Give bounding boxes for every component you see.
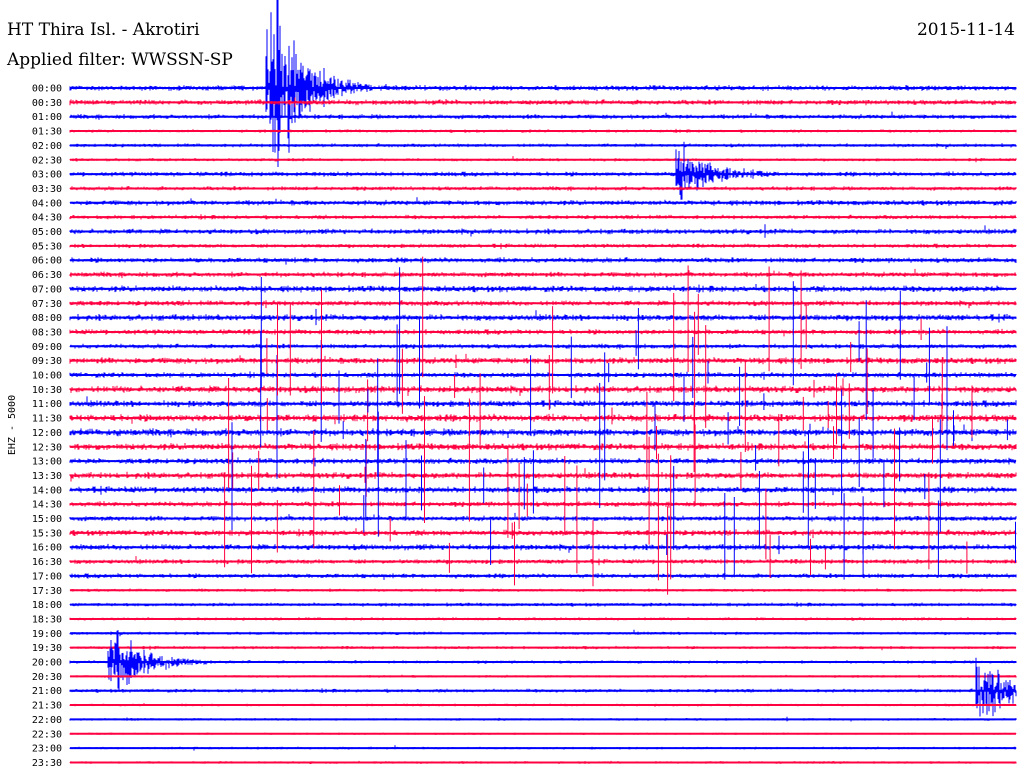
trace-time-label: 08:30 [32,327,62,338]
trace-time-label: 05:00 [32,227,62,238]
trace-time-label: 13:00 [32,457,62,468]
trace-time-label: 08:00 [32,313,62,324]
date-label: 2015-11-14 [916,20,1015,40]
trace-time-label: 00:00 [32,84,62,95]
trace-time-label: 23:00 [32,744,62,755]
trace-time-label: 22:30 [32,729,62,740]
trace-time-label: 10:00 [32,371,62,382]
seismic-trace [69,396,1017,409]
seismic-trace [69,0,1017,167]
trace-time-label: 21:00 [32,686,62,697]
trace-time-label: 13:30 [32,471,62,482]
trace-time-label: 22:00 [32,715,62,726]
y-axis-label: EHZ - 5000 [7,395,18,455]
trace-time-label: 15:30 [32,528,62,539]
trace-time-label: 11:00 [32,399,62,410]
trace-group [69,0,1017,764]
filter-subtitle: Applied filter: WWSSN-SP [7,50,233,70]
trace-time-label: 23:30 [32,758,62,769]
tick-label-group: 00:00 00:30 01:00 01:30 02:00 02:30 03:00 03:30… [32,84,62,769]
trace-time-label: 02:30 [32,155,62,166]
trace-time-label: 14:30 [32,500,62,511]
trace-time-label: 03:30 [32,184,62,195]
station-title: HT Thira Isl. - Akrotiri [7,20,200,40]
trace-time-label: 02:00 [32,141,62,152]
seismic-trace [69,141,1017,200]
trace-time-label: 07:30 [32,299,62,310]
trace-time-label: 17:30 [32,586,62,597]
trace-time-label: 19:30 [32,643,62,654]
trace-time-label: 16:30 [32,557,62,568]
trace-time-label: 21:30 [32,701,62,712]
trace-time-label: 17:00 [32,571,62,582]
seismic-trace [69,630,1017,692]
trace-time-label: 09:00 [32,342,62,353]
trace-time-label: 18:00 [32,600,62,611]
trace-time-label: 20:00 [32,658,62,669]
trace-time-label: 10:30 [32,385,62,396]
trace-time-label: 15:00 [32,514,62,525]
trace-time-label: 07:00 [32,284,62,295]
seismic-trace [69,268,1017,279]
trace-time-label: 12:30 [32,442,62,453]
trace-time-label: 20:30 [32,672,62,683]
seismic-trace [69,657,1017,717]
trace-time-label: 11:30 [32,414,62,425]
trace-time-label: 01:00 [32,112,62,123]
trace-time-label: 01:30 [32,127,62,138]
trace-time-label: 04:30 [32,213,62,224]
trace-time-label: 16:00 [32,543,62,554]
trace-time-label: 14:00 [32,485,62,496]
trace-time-label: 03:00 [32,170,62,181]
trace-time-label: 12:00 [32,428,62,439]
trace-time-label: 09:30 [32,356,62,367]
seismic-trace [69,197,1017,206]
trace-time-label: 18:30 [32,614,62,625]
trace-time-label: 19:00 [32,629,62,640]
trace-time-label: 00:30 [32,98,62,109]
trace-time-label: 04:00 [32,198,62,209]
trace-time-label: 06:00 [32,256,62,267]
trace-time-label: 06:30 [32,270,62,281]
seismic-trace [69,512,1017,522]
trace-time-label: 05:30 [32,241,62,252]
